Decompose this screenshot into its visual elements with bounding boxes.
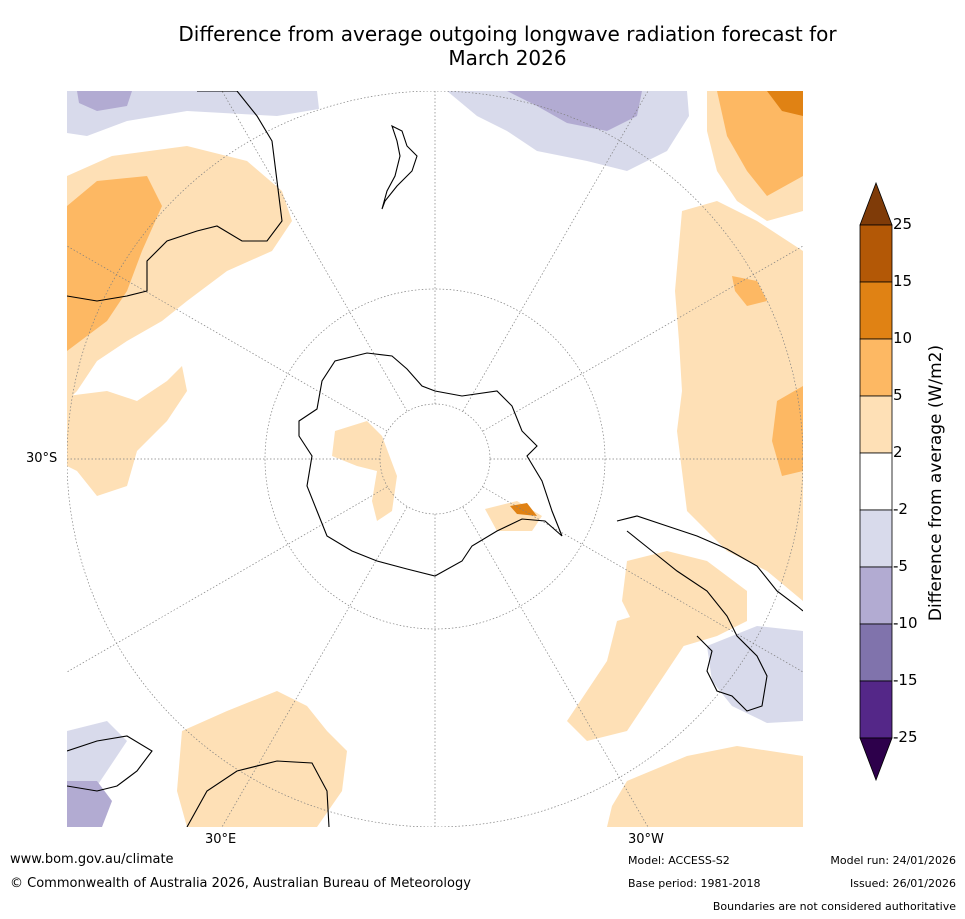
anomaly-pos5-left xyxy=(67,176,162,351)
map-title: Difference from average outgoing longwav… xyxy=(60,22,955,70)
antarctica-coast xyxy=(298,352,563,577)
cbar-below-m25 xyxy=(859,737,893,782)
colorbar-label: Difference from average (W/m2) xyxy=(926,344,946,622)
anomaly-pos-leftlow xyxy=(67,366,187,496)
cbar-tick-25: 25 xyxy=(893,215,913,233)
footer-disclaimer: Boundaries are not considered authoritat… xyxy=(712,900,956,913)
cbar-m5-m2 xyxy=(859,509,893,568)
cbar-m25-m15 xyxy=(859,680,893,739)
meridians xyxy=(67,91,803,827)
anomaly-pos-weddell xyxy=(332,421,397,521)
cbar-tick-m15: -15 xyxy=(893,671,918,689)
africa-south xyxy=(186,760,330,827)
australia-coast xyxy=(67,91,283,302)
cbar-tick-m10: -10 xyxy=(893,614,918,632)
cbar-tick-m5: -5 xyxy=(893,557,908,575)
anomaly-neg-topleft-mid xyxy=(77,91,132,111)
south-america-coast2 xyxy=(626,530,768,712)
cbar-tick-5: 5 xyxy=(893,386,903,404)
cbar-2-5 xyxy=(859,395,893,454)
anomaly-neg-topcenter-mid xyxy=(507,91,642,131)
africa-coast xyxy=(67,735,153,792)
colorbar xyxy=(859,181,893,782)
footer-copyright: © Commonwealth of Australia 2026, Austra… xyxy=(10,876,471,891)
anomaly-neg-top xyxy=(67,91,319,136)
title-line-1: Difference from average outgoing longwav… xyxy=(178,22,837,46)
cbar-m10-m5 xyxy=(859,566,893,625)
footer-model: Model: ACCESS-S2 xyxy=(628,854,730,867)
cbar-m2-2 xyxy=(859,452,893,511)
cbar-tick-2: 2 xyxy=(893,443,903,461)
cbar-10-15 xyxy=(859,281,893,340)
cbar-15-25 xyxy=(859,224,893,283)
cbar-tick-m2: -2 xyxy=(893,500,908,518)
anomaly-pos-right xyxy=(675,201,803,601)
cbar-above-25 xyxy=(859,181,893,226)
south-america-coast xyxy=(616,515,803,612)
footer-issued: Issued: 26/01/2026 xyxy=(849,877,956,890)
lon-label-30w: 30°W xyxy=(628,832,664,847)
cbar-tick-m25: -25 xyxy=(893,728,918,746)
title-line-2: March 2026 xyxy=(448,46,567,70)
cbar-5-10 xyxy=(859,338,893,397)
footer-base-period: Base period: 1981-2018 xyxy=(628,877,761,890)
anomaly-pos10-topright xyxy=(767,91,803,116)
anomaly-pos-bottomleft xyxy=(177,691,347,827)
lat-label-30s: 30°S xyxy=(26,451,58,466)
footer-url[interactable]: www.bom.gov.au/climate xyxy=(10,852,174,867)
polar-map xyxy=(67,91,803,827)
anomaly-neg-right xyxy=(707,626,803,723)
coastlines xyxy=(67,91,803,827)
cbar-m15-m10 xyxy=(859,623,893,682)
anomaly-pos-bottomright xyxy=(567,606,687,741)
cbar-tick-15: 15 xyxy=(893,272,913,290)
anomaly-pos5-right xyxy=(772,386,803,476)
anomaly-neg-bottomleft-mid xyxy=(67,781,112,827)
footer-model-run: Model run: 24/01/2026 xyxy=(830,854,956,867)
lon-label-30e: 30°E xyxy=(205,832,237,847)
new-zealand-coast xyxy=(381,124,418,210)
anomaly-pos-bottom xyxy=(607,746,803,827)
cbar-tick-10: 10 xyxy=(893,329,913,347)
anomaly-pos5-topright xyxy=(717,91,803,196)
